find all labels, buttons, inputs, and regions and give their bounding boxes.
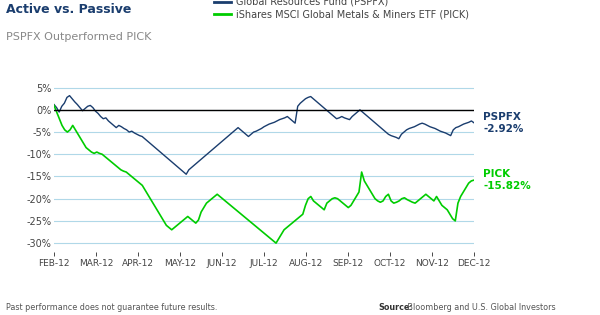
Text: Active vs. Passive: Active vs. Passive [6,3,131,16]
Text: PSPFX Outperformed PICK: PSPFX Outperformed PICK [6,32,151,42]
Legend: Global Resources Fund (PSPFX), iShares MSCI Global Metals & Miners ETF (PICK): Global Resources Fund (PSPFX), iShares M… [214,0,469,20]
Text: PICK
-15.82%: PICK -15.82% [483,169,531,191]
Text: PSPFX
-2.92%: PSPFX -2.92% [483,112,523,134]
Text: Past performance does not guarantee future results.: Past performance does not guarantee futu… [6,303,217,312]
Text: Bloomberg and U.S. Global Investors: Bloomberg and U.S. Global Investors [405,303,556,312]
Text: Source:: Source: [378,303,413,312]
